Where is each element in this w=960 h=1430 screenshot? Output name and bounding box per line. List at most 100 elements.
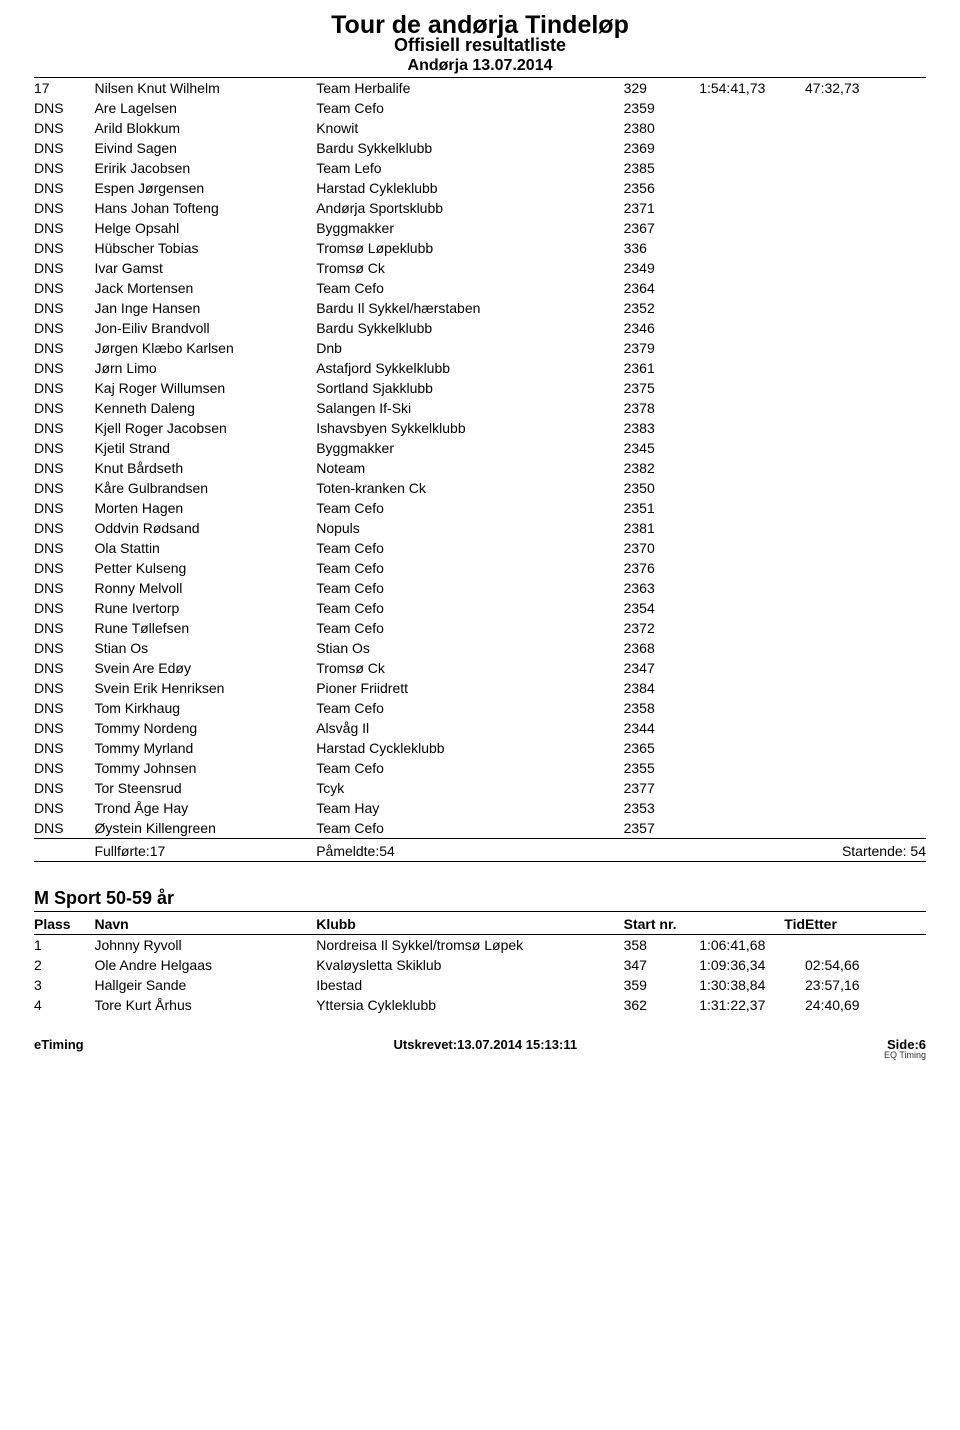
cell-name: Tommy Johnsen xyxy=(94,758,316,778)
cell-club: Team Cefo xyxy=(316,558,623,578)
summary-completed: Fullførte:17 xyxy=(94,839,316,862)
cell-name: Kenneth Daleng xyxy=(94,398,316,418)
cell-diff xyxy=(805,238,926,258)
cell-place: DNS xyxy=(34,358,94,378)
table-row: DNSSvein Are EdøyTromsø Ck2347 xyxy=(34,658,926,678)
cell-club: Harstad Cykleklubb xyxy=(316,178,623,198)
col-header-club: Klubb xyxy=(316,912,623,935)
cell-place: DNS xyxy=(34,218,94,238)
cell-place: DNS xyxy=(34,618,94,638)
cell-club: Team Cefo xyxy=(316,98,623,118)
cell-place: DNS xyxy=(34,238,94,258)
cell-name: Eririk Jacobsen xyxy=(94,158,316,178)
cell-time xyxy=(699,538,805,558)
cell-diff: 47:32,73 xyxy=(805,78,926,98)
cell-diff xyxy=(805,778,926,798)
cell-name: Jørn Limo xyxy=(94,358,316,378)
cell-start: 2365 xyxy=(624,738,700,758)
cell-club: Knowit xyxy=(316,118,623,138)
cell-name: Jack Mortensen xyxy=(94,278,316,298)
cell-time xyxy=(699,518,805,538)
cell-start: 2384 xyxy=(624,678,700,698)
cell-place: DNS xyxy=(34,98,94,118)
cell-club: Tromsø Ck xyxy=(316,658,623,678)
cell-name: Kåre Gulbrandsen xyxy=(94,478,316,498)
cell-diff xyxy=(805,558,926,578)
cell-club: Bardu Sykkelklubb xyxy=(316,318,623,338)
cell-place: DNS xyxy=(34,538,94,558)
cell-place: DNS xyxy=(34,258,94,278)
table-row: DNSKjetil StrandByggmakker2345 xyxy=(34,438,926,458)
cell-club: Yttersia Cykleklubb xyxy=(316,995,623,1015)
cell-diff: 24:40,69 xyxy=(805,995,926,1015)
table-row: DNSØystein KillengreenTeam Cefo2357 xyxy=(34,818,926,839)
cell-diff: 23:57,16 xyxy=(805,975,926,995)
cell-start: 2359 xyxy=(624,98,700,118)
cell-start: 2367 xyxy=(624,218,700,238)
cell-diff xyxy=(805,538,926,558)
table-row: DNSRune IvertorpTeam Cefo2354 xyxy=(34,598,926,618)
cell-time xyxy=(699,758,805,778)
cell-club: Noteam xyxy=(316,458,623,478)
cell-time xyxy=(699,278,805,298)
cell-name: Svein Are Edøy xyxy=(94,658,316,678)
cell-diff xyxy=(805,618,926,638)
cell-start: 2381 xyxy=(624,518,700,538)
cell-place: DNS xyxy=(34,198,94,218)
table-row: DNSStian OsStian Os2368 xyxy=(34,638,926,658)
cell-time xyxy=(699,218,805,238)
table-row: DNSKenneth DalengSalangen If-Ski2378 xyxy=(34,398,926,418)
cell-club: Tromsø Løpeklubb xyxy=(316,238,623,258)
cell-diff xyxy=(805,398,926,418)
cell-club: Team Cefo xyxy=(316,578,623,598)
table-row: DNSHübscher TobiasTromsø Løpeklubb336 xyxy=(34,238,926,258)
cell-place: DNS xyxy=(34,138,94,158)
cell-start: 2351 xyxy=(624,498,700,518)
cell-name: Petter Kulseng xyxy=(94,558,316,578)
cell-club: Toten-kranken Ck xyxy=(316,478,623,498)
results-table-cat2: Plass Navn Klubb Start nr. Tid Etter 1Jo… xyxy=(34,911,926,1015)
table-row: 4Tore Kurt ÅrhusYttersia Cykleklubb3621:… xyxy=(34,995,926,1015)
cell-club: Alsvåg Il xyxy=(316,718,623,738)
category-title: M Sport 50-59 år xyxy=(34,888,926,909)
cell-name: Tore Kurt Århus xyxy=(94,995,316,1015)
cell-place: DNS xyxy=(34,598,94,618)
cell-diff xyxy=(805,518,926,538)
table-row: DNSAre LagelsenTeam Cefo2359 xyxy=(34,98,926,118)
cell-club: Team Cefo xyxy=(316,278,623,298)
col-header-diff: Etter xyxy=(805,912,926,935)
summary-registered: Påmeldte:54 xyxy=(316,839,623,862)
cell-name: Øystein Killengreen xyxy=(94,818,316,839)
cell-place: DNS xyxy=(34,298,94,318)
cell-place: 2 xyxy=(34,955,94,975)
cell-diff xyxy=(805,418,926,438)
cell-start: 2355 xyxy=(624,758,700,778)
cell-time xyxy=(699,258,805,278)
table-row: DNSTommy MyrlandHarstad Cyckleklubb2365 xyxy=(34,738,926,758)
cell-diff xyxy=(805,698,926,718)
cell-name: Rune Tøllefsen xyxy=(94,618,316,638)
table-row: DNSTor SteensrudTcyk2377 xyxy=(34,778,926,798)
cell-start: 2349 xyxy=(624,258,700,278)
cell-name: Morten Hagen xyxy=(94,498,316,518)
table-row: DNSHelge OpsahlByggmakker2367 xyxy=(34,218,926,238)
cell-club: Nopuls xyxy=(316,518,623,538)
cell-diff xyxy=(805,258,926,278)
cell-club: Team Herbalife xyxy=(316,78,623,98)
cell-diff xyxy=(805,178,926,198)
cell-place: DNS xyxy=(34,458,94,478)
table-row: DNSPetter KulsengTeam Cefo2376 xyxy=(34,558,926,578)
cell-time xyxy=(699,618,805,638)
cell-club: Tromsø Ck xyxy=(316,258,623,278)
cell-name: Rune Ivertorp xyxy=(94,598,316,618)
cell-start: 2372 xyxy=(624,618,700,638)
cell-name: Trond Åge Hay xyxy=(94,798,316,818)
cell-diff xyxy=(805,358,926,378)
cell-time xyxy=(699,298,805,318)
cell-diff xyxy=(805,935,926,956)
table-row: DNSEspen JørgensenHarstad Cykleklubb2356 xyxy=(34,178,926,198)
cell-time xyxy=(699,118,805,138)
cell-diff xyxy=(805,318,926,338)
table-row: DNSOddvin RødsandNopuls2381 xyxy=(34,518,926,538)
table-row: DNSTommy NordengAlsvåg Il2344 xyxy=(34,718,926,738)
